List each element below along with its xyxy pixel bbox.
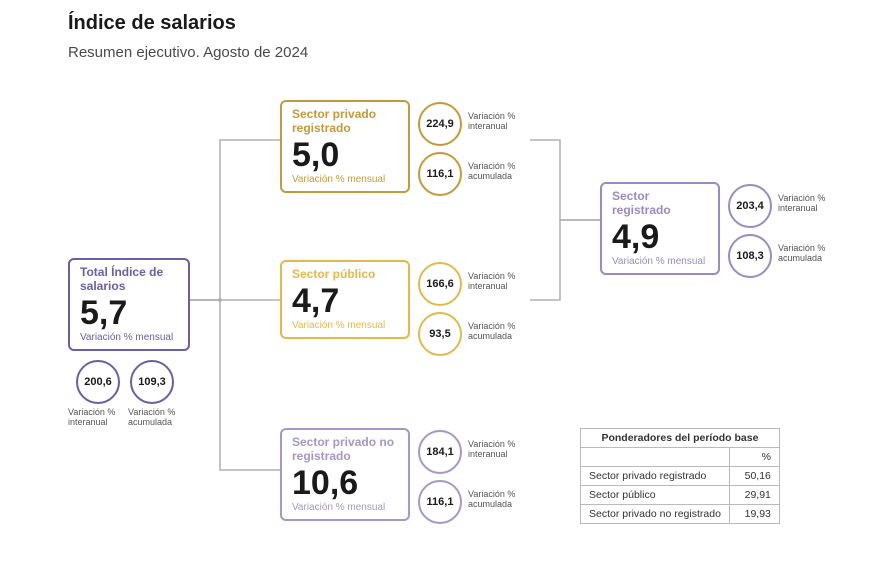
card-total-title: Total Índice de salarios xyxy=(80,266,178,294)
weights-row2-value: 19,93 xyxy=(729,505,779,524)
table-row: Sector público 29,91 xyxy=(581,486,780,505)
weights-table: Ponderadores del período base % Sector p… xyxy=(580,428,780,524)
weights-row2-label: Sector privado no registrado xyxy=(581,505,730,524)
card-privado-noreg-caption: Variación % mensual xyxy=(292,502,398,513)
weights-pct-label: % xyxy=(729,448,779,467)
page-subtitle: Resumen ejecutivo. Agosto de 2024 xyxy=(68,44,308,61)
page-title: Índice de salarios xyxy=(68,12,236,35)
privado-reg-accumulated-circle: 116,1 xyxy=(418,152,462,196)
privado-reg-interannual-label: Variación % interanual xyxy=(468,112,530,132)
card-privado-noreg-title: Sector privado no registrado xyxy=(292,436,398,464)
card-privado-reg-title: Sector privado registrado xyxy=(292,108,398,136)
card-publico-caption: Variación % mensual xyxy=(292,320,398,331)
card-publico-value: 4,7 xyxy=(292,284,398,318)
card-publico: Sector público 4,7 Variación % mensual xyxy=(280,260,410,339)
table-row: Sector privado no registrado 19,93 xyxy=(581,505,780,524)
card-total-caption: Variación % mensual xyxy=(80,332,178,343)
total-accumulated-circle: 109,3 xyxy=(130,360,174,404)
total-accumulated-label: Variación % acumulada xyxy=(128,408,190,428)
card-registrado-title: Sector registrado xyxy=(612,190,708,218)
privado-noreg-interannual-circle: 184,1 xyxy=(418,430,462,474)
card-privado-noreg-value: 10,6 xyxy=(292,466,398,500)
weights-header: Ponderadores del período base xyxy=(581,429,780,448)
weights-row0-label: Sector privado registrado xyxy=(581,467,730,486)
registrado-accumulated-circle: 108,3 xyxy=(728,234,772,278)
weights-row0-value: 50,16 xyxy=(729,467,779,486)
weights-row1-label: Sector público xyxy=(581,486,730,505)
card-publico-title: Sector público xyxy=(292,268,398,282)
weights-row1-value: 29,91 xyxy=(729,486,779,505)
weights-blank xyxy=(581,448,730,467)
publico-accumulated-circle: 93,5 xyxy=(418,312,462,356)
total-interannual-circle: 200,6 xyxy=(76,360,120,404)
privado-reg-accumulated-label: Variación % acumulada xyxy=(468,162,530,182)
publico-interannual-circle: 166,6 xyxy=(418,262,462,306)
publico-interannual-label: Variación % interanual xyxy=(468,272,530,292)
privado-noreg-interannual-label: Variación % interanual xyxy=(468,440,530,460)
registrado-interannual-label: Variación % interanual xyxy=(778,194,840,214)
card-privado-reg-value: 5,0 xyxy=(292,138,398,172)
registrado-interannual-circle: 203,4 xyxy=(728,184,772,228)
table-row: Sector privado registrado 50,16 xyxy=(581,467,780,486)
privado-noreg-accumulated-label: Variación % acumulada xyxy=(468,490,530,510)
card-privado-reg: Sector privado registrado 5,0 Variación … xyxy=(280,100,410,193)
publico-accumulated-label: Variación % acumulada xyxy=(468,322,530,342)
privado-reg-interannual-circle: 224,9 xyxy=(418,102,462,146)
card-privado-noreg: Sector privado no registrado 10,6 Variac… xyxy=(280,428,410,521)
total-interannual-label: Variación % interanual xyxy=(68,408,130,428)
card-privado-reg-caption: Variación % mensual xyxy=(292,174,398,185)
card-registrado: Sector registrado 4,9 Variación % mensua… xyxy=(600,182,720,275)
card-total-value: 5,7 xyxy=(80,296,178,330)
privado-noreg-accumulated-circle: 116,1 xyxy=(418,480,462,524)
card-registrado-caption: Variación % mensual xyxy=(612,256,708,267)
card-registrado-value: 4,9 xyxy=(612,220,708,254)
card-total: Total Índice de salarios 5,7 Variación %… xyxy=(68,258,190,351)
registrado-accumulated-label: Variación % acumulada xyxy=(778,244,840,264)
